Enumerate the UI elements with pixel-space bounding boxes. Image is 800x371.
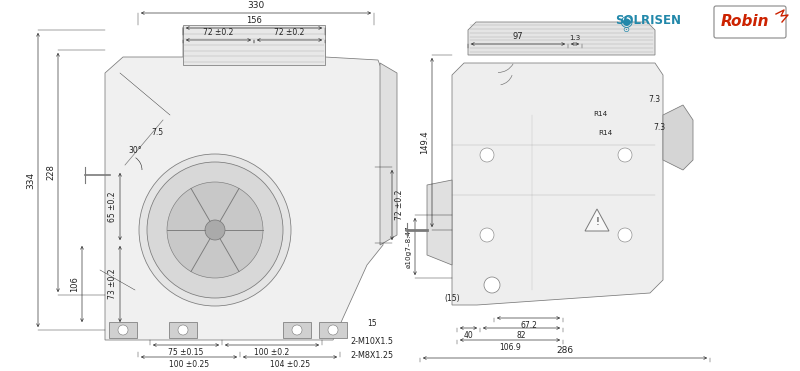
Text: 40: 40 [464,331,474,340]
Text: 104 ±0.25: 104 ±0.25 [270,360,310,369]
Polygon shape [169,322,197,338]
Text: 7.3: 7.3 [653,122,665,131]
FancyBboxPatch shape [714,6,786,38]
Circle shape [618,228,632,242]
Circle shape [178,325,188,335]
Text: 97: 97 [513,32,523,41]
Text: 15: 15 [367,318,377,328]
Polygon shape [452,63,663,305]
Text: 65 ±0.2: 65 ±0.2 [108,191,117,222]
Circle shape [205,220,225,240]
Circle shape [147,162,283,298]
Text: 72 ±0.2: 72 ±0.2 [203,28,234,37]
Text: ⊙: ⊙ [622,25,630,34]
Text: 72 ±0.2: 72 ±0.2 [274,28,305,37]
Text: 100 ±0.25: 100 ±0.25 [169,360,209,369]
Polygon shape [283,322,311,338]
Text: 7.3: 7.3 [648,95,660,105]
Text: SOLRISEN: SOLRISEN [615,14,681,27]
Text: 75 ±0.15: 75 ±0.15 [168,348,204,357]
Text: 1.3: 1.3 [570,35,581,41]
Polygon shape [319,322,347,338]
Circle shape [292,325,302,335]
Polygon shape [427,180,452,265]
Text: 82: 82 [517,331,526,340]
Text: 7.5: 7.5 [151,128,163,137]
Text: 286: 286 [557,346,574,355]
Polygon shape [380,63,397,245]
Circle shape [484,277,500,293]
Text: 100 ±0.2: 100 ±0.2 [254,348,290,357]
Polygon shape [585,209,609,231]
Circle shape [118,325,128,335]
Text: (15): (15) [444,293,460,302]
Text: 2-M8X1.25: 2-M8X1.25 [350,351,393,361]
Text: 72 ±0.2: 72 ±0.2 [395,190,404,220]
Text: R14: R14 [593,111,607,117]
Text: R14: R14 [598,130,612,136]
Polygon shape [663,105,693,170]
Circle shape [227,244,243,260]
Circle shape [328,325,338,335]
Text: 73 ±0.2: 73 ±0.2 [108,269,117,299]
Text: 149.4: 149.4 [420,131,429,154]
Text: 2-M10X1.5: 2-M10X1.5 [350,338,393,347]
Text: ⌀10g7–8.47: ⌀10g7–8.47 [406,225,412,268]
Text: ◉: ◉ [619,14,633,29]
Text: Robin: Robin [721,14,770,30]
Text: 334: 334 [26,171,35,188]
Polygon shape [109,322,137,338]
Text: 30°: 30° [128,146,142,155]
Polygon shape [183,25,325,65]
Circle shape [139,154,291,306]
Text: 106.9: 106.9 [499,343,521,352]
Text: 330: 330 [247,1,265,10]
Polygon shape [105,27,383,340]
Text: 67.2: 67.2 [520,321,537,330]
Text: 156: 156 [246,16,262,25]
Circle shape [480,148,494,162]
Text: 228: 228 [46,165,55,180]
Text: 106: 106 [70,276,79,292]
Text: !: ! [595,217,599,227]
Circle shape [480,228,494,242]
Polygon shape [468,22,655,55]
Circle shape [167,182,263,278]
Text: ↑: ↑ [234,228,241,237]
Circle shape [618,148,632,162]
